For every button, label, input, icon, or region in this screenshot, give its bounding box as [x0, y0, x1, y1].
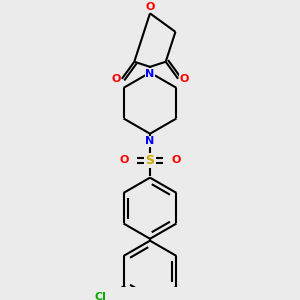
Text: O: O [171, 155, 181, 166]
Text: O: O [179, 74, 188, 84]
Text: O: O [119, 155, 129, 166]
Text: O: O [112, 74, 121, 84]
Text: N: N [146, 136, 154, 146]
Text: Cl: Cl [94, 292, 106, 300]
Text: N: N [146, 68, 154, 79]
Text: S: S [146, 154, 154, 167]
Text: O: O [145, 2, 155, 12]
